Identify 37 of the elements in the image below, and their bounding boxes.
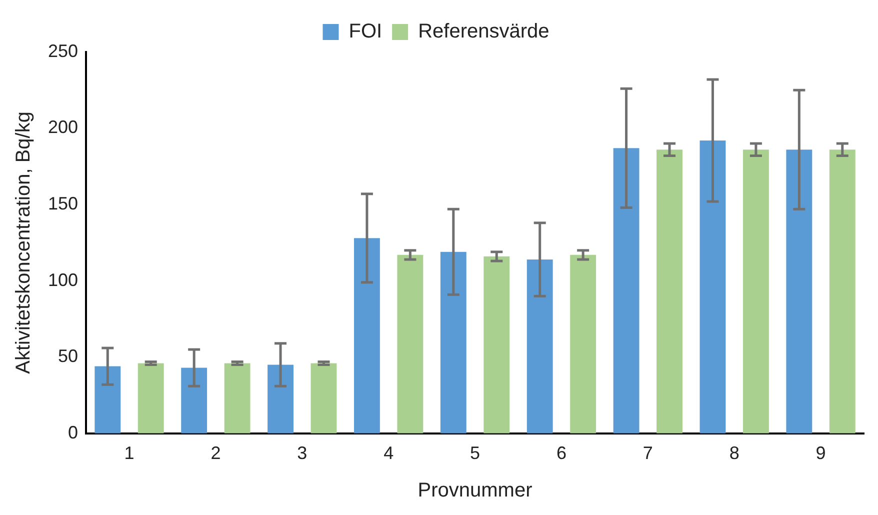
bar bbox=[526, 259, 553, 434]
bar bbox=[397, 254, 424, 434]
x-tick-label: 2 bbox=[210, 443, 221, 464]
x-tick-label: 7 bbox=[642, 443, 653, 464]
bar bbox=[613, 148, 640, 434]
y-axis-title: Aktivitetskoncentration, Bq/kg bbox=[12, 112, 35, 374]
bar bbox=[94, 366, 121, 434]
bar bbox=[224, 363, 250, 434]
x-tick-label: 3 bbox=[297, 443, 308, 464]
legend-label: FOI bbox=[348, 20, 382, 43]
bar bbox=[656, 150, 682, 434]
x-tick-label: 4 bbox=[384, 443, 394, 464]
bar bbox=[570, 254, 596, 434]
bar bbox=[484, 256, 510, 434]
y-tick-label: 200 bbox=[48, 117, 78, 138]
y-tick-label: 100 bbox=[48, 270, 78, 290]
bar bbox=[310, 363, 337, 434]
y-tick-label: 150 bbox=[48, 194, 78, 214]
bar bbox=[440, 252, 466, 434]
y-tick-label: 0 bbox=[68, 422, 78, 442]
x-tick-label: 6 bbox=[556, 443, 566, 464]
bar bbox=[181, 368, 208, 434]
x-tick-label: 8 bbox=[729, 443, 740, 464]
x-tick-label: 9 bbox=[816, 443, 826, 464]
y-tick-label: 250 bbox=[48, 40, 78, 61]
bar bbox=[829, 150, 856, 434]
x-axis-title: Provnummer bbox=[418, 480, 533, 502]
bar bbox=[268, 364, 294, 434]
bar bbox=[138, 363, 164, 434]
x-tick-label: 1 bbox=[124, 443, 134, 464]
bar bbox=[700, 140, 726, 434]
bar bbox=[354, 238, 380, 434]
x-tick-label: 5 bbox=[470, 443, 480, 464]
legend-label: Referensvärde bbox=[418, 20, 550, 43]
bar bbox=[786, 150, 812, 434]
y-tick-label: 50 bbox=[58, 346, 78, 366]
bar bbox=[742, 150, 769, 434]
